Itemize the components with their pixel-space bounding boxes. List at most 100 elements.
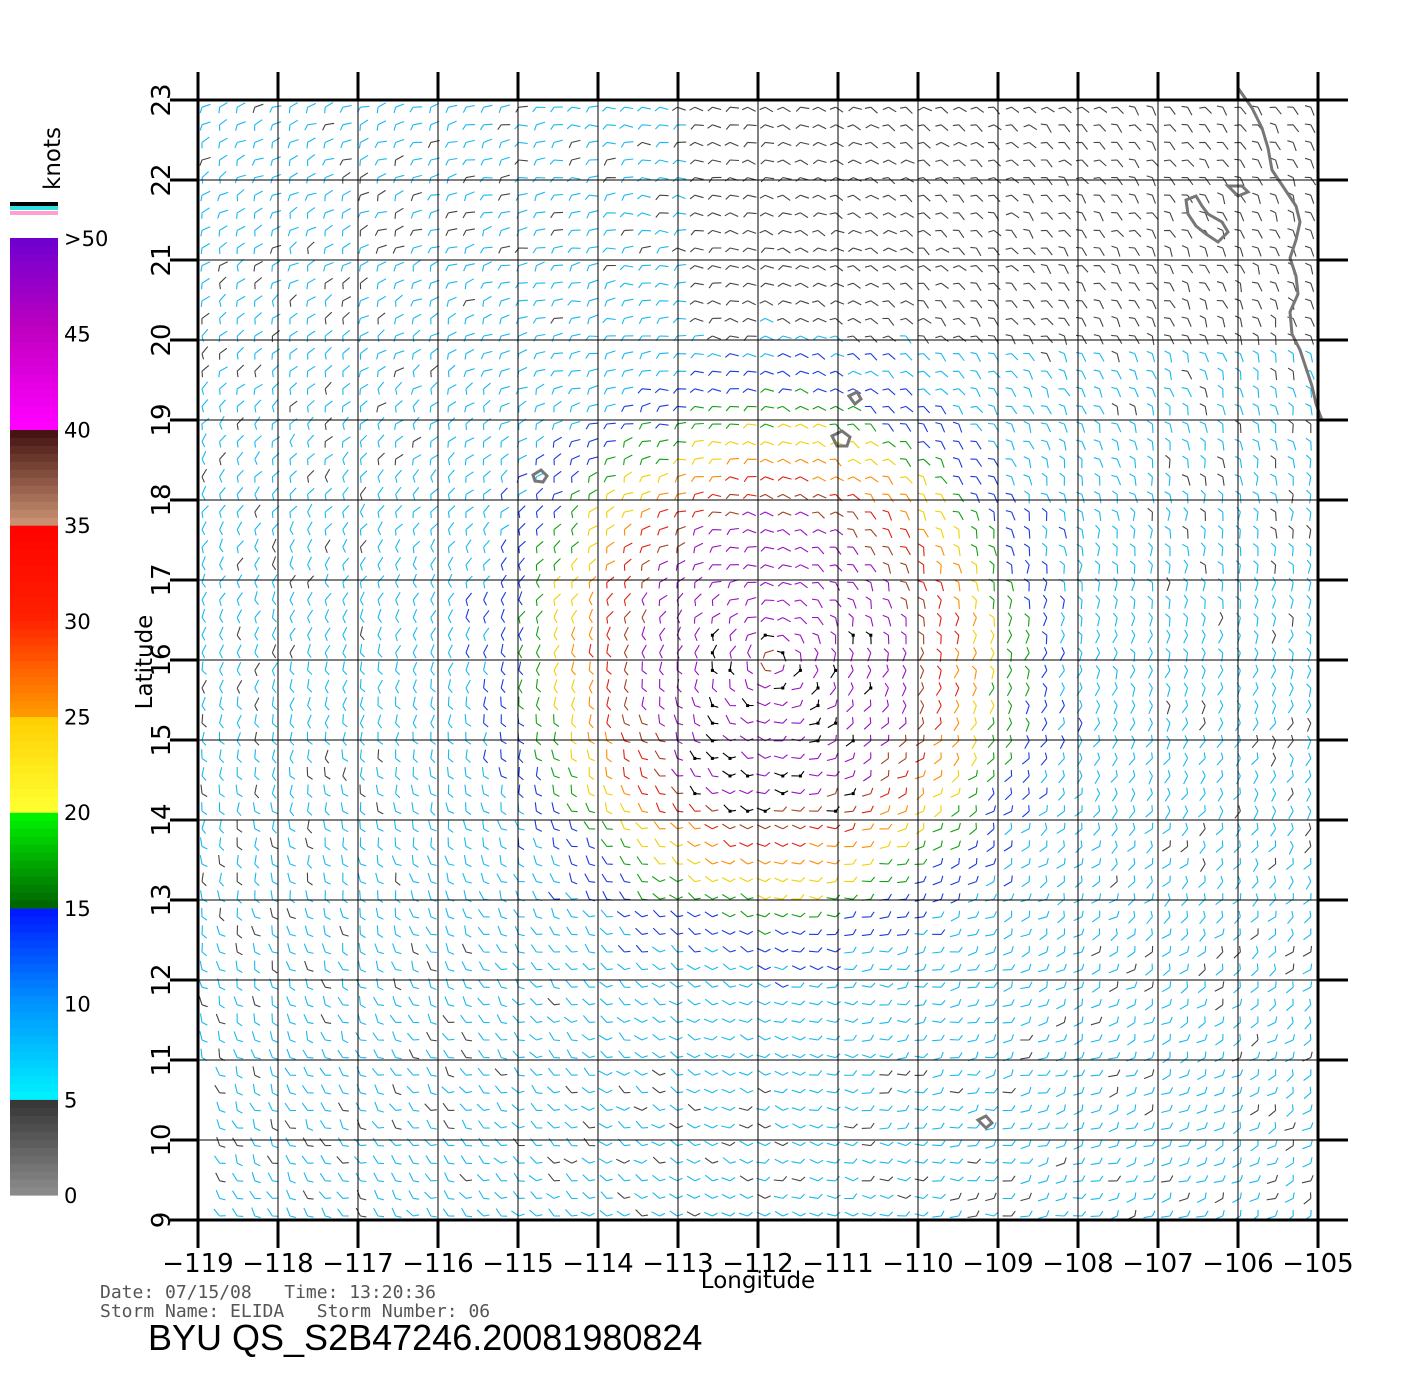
legend-swatch	[10, 1179, 58, 1188]
wind-barb	[1267, 1139, 1278, 1150]
wind-barb	[606, 661, 612, 675]
wind-barb	[984, 1052, 999, 1059]
wind-barb	[691, 457, 704, 465]
wind-barb	[375, 907, 384, 920]
wind-barb	[1249, 1175, 1261, 1184]
wind-barb	[861, 911, 875, 918]
wind-barb	[1251, 822, 1259, 836]
wind-barb	[465, 523, 474, 536]
wind-barb	[447, 837, 454, 851]
wind-barb	[406, 1032, 420, 1041]
wind-barb	[618, 979, 631, 988]
wind-barb	[1288, 525, 1294, 539]
wind-barb	[289, 470, 297, 483]
wind-barb	[932, 929, 946, 935]
legend-swatch	[10, 525, 58, 534]
wind-barb	[687, 1033, 701, 1041]
wind-barb	[271, 662, 278, 677]
wind-barb	[321, 1207, 332, 1219]
wind-barb	[236, 732, 242, 747]
wind-barb	[861, 1087, 875, 1094]
wind-barb	[936, 595, 942, 609]
rain-flag	[746, 774, 750, 778]
wind-barb	[1094, 491, 1102, 504]
wind-barb	[953, 717, 960, 732]
wind-barb	[289, 539, 295, 553]
wind-barb	[759, 581, 774, 587]
legend-swatch	[10, 1083, 58, 1092]
wind-barb	[914, 911, 927, 919]
wind-barb	[342, 592, 349, 606]
legend-swatch	[10, 971, 58, 981]
wind-barb	[985, 1122, 997, 1131]
wind-barb	[882, 614, 892, 627]
wind-barb	[862, 1194, 877, 1199]
wind-barb	[570, 489, 580, 501]
wind-barb	[882, 527, 893, 539]
wind-barb	[932, 911, 945, 919]
legend-label: 30	[64, 610, 91, 634]
wind-barb	[932, 1017, 946, 1023]
legend-swatch	[10, 365, 58, 375]
wind-barb	[1002, 946, 1014, 956]
legend-swatch	[10, 780, 58, 789]
wind-barb	[865, 614, 874, 627]
wind-barb	[1218, 629, 1224, 644]
wind-barb	[1020, 1158, 1034, 1164]
wind-barb	[1231, 1086, 1243, 1097]
wind-barb	[324, 539, 331, 553]
wind-barb	[738, 983, 753, 988]
wind-barb	[987, 787, 995, 801]
wind-barb	[619, 891, 631, 901]
wind-barb	[1144, 822, 1154, 835]
wind-barb	[932, 1069, 944, 1079]
wind-barb	[1161, 1104, 1173, 1114]
wind-barb	[970, 475, 982, 485]
rain-flag	[710, 739, 714, 743]
wind-barb	[725, 714, 736, 725]
wind-barb	[1055, 1122, 1069, 1129]
wind-barb	[1306, 524, 1312, 539]
wind-barb	[879, 1053, 894, 1059]
wind-barb	[879, 982, 894, 988]
rain-flag	[781, 686, 785, 690]
wind-barb	[1288, 682, 1294, 697]
rain-flag	[710, 756, 714, 760]
wind-barb	[548, 891, 561, 900]
wind-barb	[721, 1036, 736, 1041]
wind-barb	[1129, 664, 1136, 679]
wind-barb	[1268, 998, 1277, 1012]
legend-swatch	[10, 596, 58, 606]
wind-barb	[587, 471, 598, 483]
wind-barb	[791, 789, 806, 795]
wind-barb	[917, 580, 928, 592]
wind-barb	[898, 717, 907, 730]
wind-barb	[847, 458, 862, 465]
wind-barb	[359, 556, 366, 571]
wind-barb	[477, 926, 490, 935]
rain-flag	[816, 739, 820, 743]
wind-barb	[879, 1105, 893, 1111]
wind-barb	[1178, 1175, 1192, 1183]
wind-barb	[844, 752, 856, 763]
wind-barb	[359, 470, 368, 483]
wind-barb	[427, 872, 437, 885]
rain-flag	[763, 633, 767, 637]
wind-barb	[762, 649, 774, 659]
wind-barb	[494, 1085, 508, 1094]
wind-barb	[1215, 822, 1224, 836]
wind-barb	[1094, 647, 1101, 661]
wind-barb	[633, 1106, 648, 1111]
wind-barb	[1023, 646, 1030, 661]
wind-barb	[704, 964, 719, 971]
wind-barb	[985, 875, 996, 887]
wind-barb	[792, 1123, 807, 1129]
wind-barb	[919, 700, 925, 715]
wind-barb	[729, 678, 736, 692]
legend-swatch	[10, 907, 58, 917]
wind-barb	[1020, 1016, 1032, 1027]
wind-barb	[307, 855, 313, 869]
wind-barb	[1002, 1175, 1016, 1182]
wind-barb	[1037, 1140, 1051, 1148]
wind-barb	[844, 1158, 858, 1164]
